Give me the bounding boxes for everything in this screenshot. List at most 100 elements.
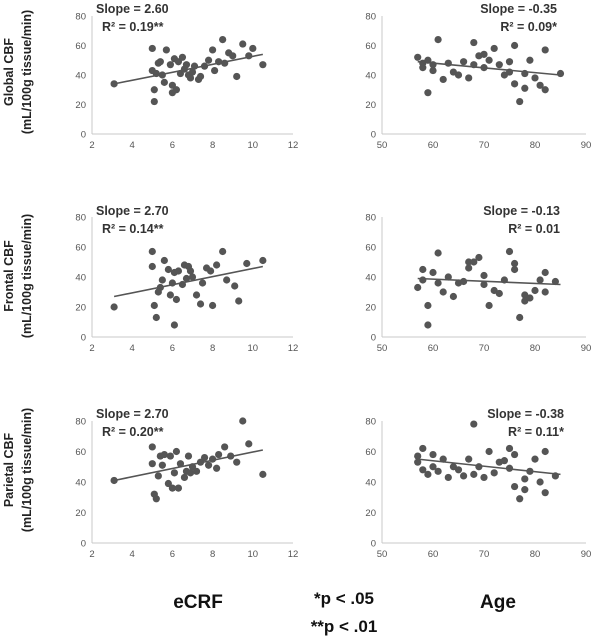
data-point <box>480 473 488 482</box>
slope-label: Slope = 2.60 <box>96 2 169 16</box>
data-point <box>174 484 183 492</box>
y-tick-label: 20 <box>365 100 376 111</box>
data-point <box>465 258 473 266</box>
data-point <box>541 489 549 497</box>
data-point <box>465 264 473 272</box>
y-tick-label: 40 <box>75 273 86 284</box>
row-label-global-line2: (mL/100g tissue/min) <box>20 10 34 134</box>
data-point <box>235 297 243 305</box>
data-point <box>233 72 241 81</box>
data-point <box>229 52 237 60</box>
data-point <box>154 472 162 480</box>
y-tick-label: 40 <box>365 478 376 489</box>
panel-parietal-age: 50 60 70 80 90 0 20 40 60 80 Slope = -0.38 R² = 0.1… <box>365 407 591 560</box>
data-point <box>556 69 565 78</box>
trend-line <box>417 458 561 476</box>
y-tick-label: 0 <box>81 333 86 344</box>
data-point <box>176 460 185 468</box>
data-point <box>174 267 183 275</box>
data-point <box>429 268 437 277</box>
data-point <box>505 58 514 66</box>
slope-label: Slope = -0.13 <box>483 204 560 218</box>
row-label-global-line1: Global CBF <box>2 38 16 106</box>
data-point <box>209 301 217 310</box>
y-tick-label: 80 <box>75 213 86 224</box>
r-squared-label: R² = 0.20** <box>102 425 164 439</box>
data-point <box>429 66 437 75</box>
data-point <box>223 276 231 284</box>
data-point <box>259 470 267 478</box>
trend-line <box>113 265 264 298</box>
data-point <box>166 291 174 299</box>
data-point <box>510 265 519 274</box>
data-point <box>424 470 432 478</box>
data-point <box>152 313 160 322</box>
y-tick-label: 20 <box>75 508 86 519</box>
data-point <box>188 68 197 76</box>
data-point <box>454 466 463 474</box>
data-point <box>162 46 170 54</box>
x-tick-label: 60 <box>428 343 439 354</box>
data-point <box>536 478 544 486</box>
data-point <box>541 288 549 296</box>
data-point <box>551 277 560 286</box>
data-point <box>164 265 172 274</box>
data-point <box>439 288 447 296</box>
data-point <box>470 38 478 47</box>
y-tick-label: 80 <box>75 12 86 23</box>
x-tick-label: 10 <box>248 140 259 151</box>
x-tick-label: 6 <box>170 343 175 354</box>
data-point <box>510 450 519 459</box>
x-tick-label: 90 <box>581 549 592 560</box>
data-point <box>243 259 251 268</box>
x-tick-label: 50 <box>377 549 388 560</box>
data-point <box>231 282 239 290</box>
data-point <box>186 267 195 275</box>
data-point <box>444 273 452 281</box>
trend-line <box>417 277 561 286</box>
data-point <box>510 259 519 268</box>
r-squared-label: R² = 0.01 <box>508 222 560 236</box>
x-tick-label: 12 <box>288 140 299 151</box>
x-tick-label: 70 <box>479 549 490 560</box>
data-point <box>449 292 457 301</box>
data-point <box>505 247 514 256</box>
data-point <box>158 461 166 469</box>
data-point <box>465 74 473 82</box>
data-point <box>439 75 447 84</box>
data-point <box>110 303 118 311</box>
data-point <box>414 458 422 466</box>
data-point <box>148 443 156 451</box>
data-point <box>186 469 195 477</box>
data-point <box>490 469 498 477</box>
data-point <box>239 40 247 48</box>
data-point <box>196 300 205 308</box>
x-tick-label: 12 <box>288 549 299 560</box>
y-tick-label: 20 <box>75 303 86 314</box>
data-point <box>204 56 213 64</box>
data-point <box>414 53 422 61</box>
data-point <box>475 253 483 262</box>
data-point <box>419 466 427 474</box>
data-point <box>541 86 549 94</box>
data-point <box>150 86 158 94</box>
x-tick-label: 50 <box>377 140 388 151</box>
panel-parietal-ecrf: 2 4 6 8 10 12 0 20 40 60 80 Slope = 2.70 R² = 0.20** <box>75 407 298 560</box>
column-label-ecrf: eCRF <box>173 592 223 613</box>
data-point <box>170 321 179 329</box>
row-label-parietal-line2: (mL/100g tissue/min) <box>20 408 34 532</box>
data-point <box>166 452 174 460</box>
x-tick-label: 4 <box>130 140 135 151</box>
data-point <box>521 475 529 483</box>
slope-label: Slope = -0.38 <box>487 407 564 421</box>
y-tick-label: 20 <box>365 303 376 314</box>
x-tick-label: 2 <box>89 343 94 354</box>
row-label-frontal-line1: Frontal CBF <box>2 240 16 312</box>
data-point <box>233 458 241 466</box>
data-point <box>490 44 498 53</box>
data-point <box>160 78 168 86</box>
data-point <box>541 46 549 54</box>
y-tick-label: 80 <box>365 417 376 428</box>
data-point <box>215 450 223 459</box>
